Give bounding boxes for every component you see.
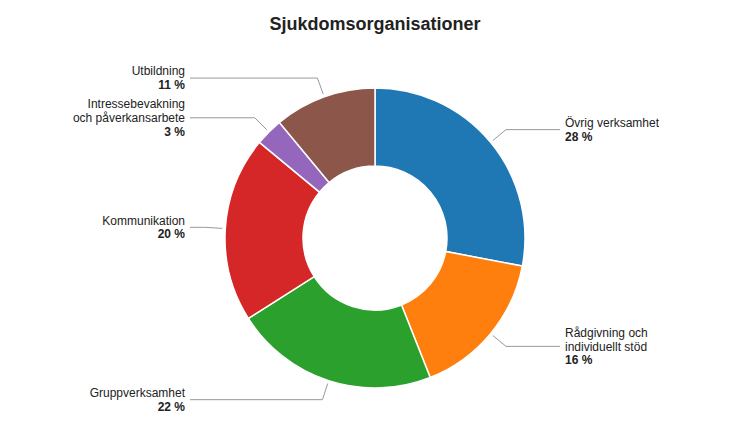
category-label: Kommunikation — [102, 214, 185, 228]
leader-line — [190, 118, 267, 130]
value-label: 22 % — [158, 400, 186, 414]
plot — [225, 88, 525, 388]
category-label: Utbildning — [132, 64, 185, 78]
value-label: 20 % — [158, 227, 186, 241]
value-label: 11 % — [158, 78, 185, 92]
category-label: Övrig verksamhet — [565, 116, 660, 130]
leader-line — [190, 227, 222, 228]
leader-line — [190, 384, 328, 400]
slice-label: Kommunikation20 % — [102, 214, 185, 242]
category-label: och påverkansarbete — [73, 111, 185, 125]
value-label: 28 % — [565, 130, 593, 144]
leader-line — [190, 78, 323, 94]
category-label: Rådgivning och — [565, 326, 648, 340]
slice-label: Gruppverksamhet22 % — [90, 386, 186, 414]
leader-line — [493, 336, 560, 347]
category-label: individuellt stöd — [565, 340, 647, 354]
value-label: 16 % — [565, 353, 593, 367]
slice-label: Utbildning11 % — [132, 64, 186, 92]
value-label: 3 % — [164, 125, 185, 139]
title: Sjukdomsorganisationer — [269, 14, 480, 34]
slice — [279, 88, 375, 183]
category-label: Intressebevakning — [88, 97, 185, 111]
slice-label: Övrig verksamhet28 % — [565, 116, 660, 144]
category-label: Gruppverksamhet — [90, 386, 186, 400]
labels: Övrig verksamhet28 % Rådgivning ochindivi… — [73, 64, 660, 413]
slice — [375, 88, 525, 266]
slice-label: Intressebevakningoch påverkansarbete3 % — [73, 97, 185, 139]
leader-line — [493, 130, 560, 141]
chart: Sjukdomsorganisationer Övrig verksamhet28… — [0, 0, 750, 436]
slice-label: Rådgivning ochindividuellt stöd16 % — [565, 326, 648, 368]
slices — [225, 88, 525, 388]
